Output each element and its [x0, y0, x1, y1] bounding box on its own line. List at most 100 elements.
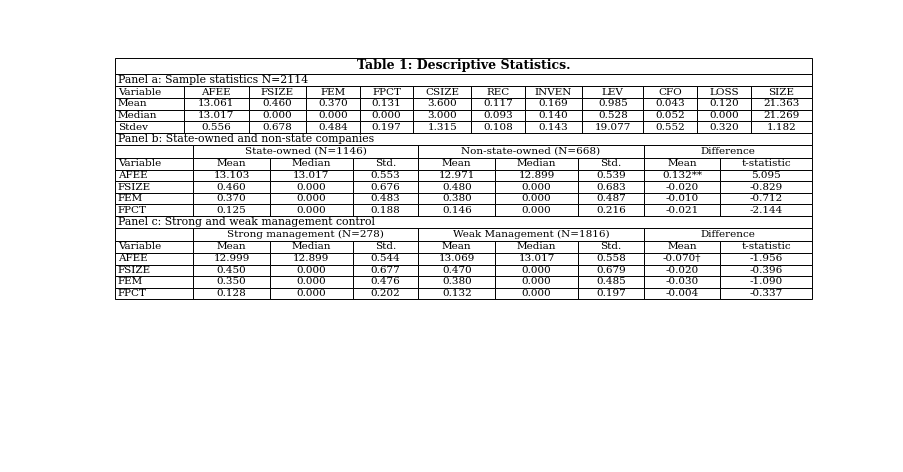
Text: 0.487: 0.487	[595, 194, 625, 203]
Bar	[248, 86, 306, 98]
Bar	[115, 287, 193, 299]
Bar	[193, 181, 270, 193]
Text: 0.128: 0.128	[217, 289, 247, 298]
Bar	[193, 158, 270, 170]
Text: 0.000: 0.000	[521, 183, 551, 192]
Bar	[306, 86, 359, 98]
Text: 0.476: 0.476	[370, 278, 400, 287]
Text: 0.216: 0.216	[595, 206, 625, 215]
Bar	[352, 193, 418, 204]
Bar	[577, 253, 643, 264]
Bar	[270, 264, 352, 276]
Bar	[115, 253, 193, 264]
Text: FSIZE: FSIZE	[117, 183, 151, 192]
Bar	[183, 110, 248, 121]
Text: SIZE: SIZE	[768, 88, 794, 97]
Bar	[115, 121, 183, 133]
Text: 0.350: 0.350	[217, 278, 247, 287]
Bar	[418, 228, 643, 241]
Bar	[352, 170, 418, 181]
Bar	[696, 98, 749, 110]
Text: -0.337: -0.337	[749, 289, 782, 298]
Text: AFEE: AFEE	[117, 171, 147, 180]
Text: -0.829: -0.829	[749, 183, 782, 192]
Text: 12.899: 12.899	[293, 254, 330, 263]
Bar	[352, 276, 418, 287]
Text: Difference: Difference	[700, 230, 754, 239]
Text: Weak Management (N=1816): Weak Management (N=1816)	[452, 230, 609, 239]
Bar	[115, 158, 193, 170]
Bar	[270, 276, 352, 287]
Text: Median: Median	[292, 159, 330, 168]
Text: Std.: Std.	[600, 159, 620, 168]
Text: 21.363: 21.363	[762, 100, 798, 109]
Bar	[577, 241, 643, 253]
Text: Non-state-owned (N=668): Non-state-owned (N=668)	[461, 147, 600, 156]
Text: t-statistic: t-statistic	[740, 242, 790, 251]
Text: 12.899: 12.899	[517, 171, 554, 180]
Text: 1.315: 1.315	[427, 123, 457, 132]
Bar	[306, 98, 359, 110]
Bar	[193, 170, 270, 181]
Text: 12.971: 12.971	[438, 171, 474, 180]
Text: 0.000: 0.000	[296, 266, 326, 275]
Text: Mean: Mean	[217, 242, 246, 251]
Text: 0.188: 0.188	[370, 206, 400, 215]
Text: 0.202: 0.202	[370, 289, 400, 298]
Text: -0.004: -0.004	[665, 289, 698, 298]
Bar	[270, 181, 352, 193]
Text: 0.146: 0.146	[442, 206, 471, 215]
Bar	[270, 158, 352, 170]
Bar	[720, 170, 811, 181]
Text: Variable: Variable	[117, 159, 161, 168]
Bar	[643, 228, 811, 241]
Text: 0.985: 0.985	[597, 100, 627, 109]
Bar	[495, 170, 577, 181]
Bar	[270, 204, 352, 216]
Bar	[524, 98, 582, 110]
Text: t-statistic: t-statistic	[740, 159, 790, 168]
Bar	[183, 121, 248, 133]
Bar	[495, 204, 577, 216]
Bar	[577, 287, 643, 299]
Text: FSIZE: FSIZE	[261, 88, 293, 97]
Bar	[115, 86, 183, 98]
Bar	[696, 86, 749, 98]
Text: -2.144: -2.144	[749, 206, 782, 215]
Bar	[193, 145, 418, 158]
Bar	[352, 241, 418, 253]
Text: 21.269: 21.269	[762, 111, 798, 120]
Bar	[577, 276, 643, 287]
Text: FPCT: FPCT	[372, 88, 401, 97]
Text: -0.030: -0.030	[665, 278, 698, 287]
Bar	[248, 98, 306, 110]
Bar	[643, 287, 720, 299]
Bar	[270, 241, 352, 253]
Text: 0.000: 0.000	[296, 206, 326, 215]
Text: State-owned (N=1146): State-owned (N=1146)	[245, 147, 367, 156]
Bar	[413, 86, 470, 98]
Bar	[720, 253, 811, 264]
Bar	[577, 181, 643, 193]
Text: FSIZE: FSIZE	[117, 266, 151, 275]
Bar	[749, 98, 811, 110]
Bar	[418, 241, 495, 253]
Text: Panel a: Sample statistics N=2114: Panel a: Sample statistics N=2114	[117, 75, 307, 85]
Bar	[248, 110, 306, 121]
Bar	[495, 158, 577, 170]
Bar	[577, 264, 643, 276]
Bar	[352, 158, 418, 170]
Bar	[193, 276, 270, 287]
Bar	[248, 121, 306, 133]
Bar	[495, 193, 577, 204]
Text: 0.676: 0.676	[370, 183, 400, 192]
Bar	[418, 181, 495, 193]
Text: 0.450: 0.450	[217, 266, 247, 275]
Text: 0.678: 0.678	[262, 123, 292, 132]
Text: 0.000: 0.000	[296, 183, 326, 192]
Text: 0.000: 0.000	[371, 111, 401, 120]
Text: 0.539: 0.539	[595, 171, 625, 180]
Text: 0.553: 0.553	[370, 171, 400, 180]
Bar	[418, 204, 495, 216]
Bar	[183, 86, 248, 98]
